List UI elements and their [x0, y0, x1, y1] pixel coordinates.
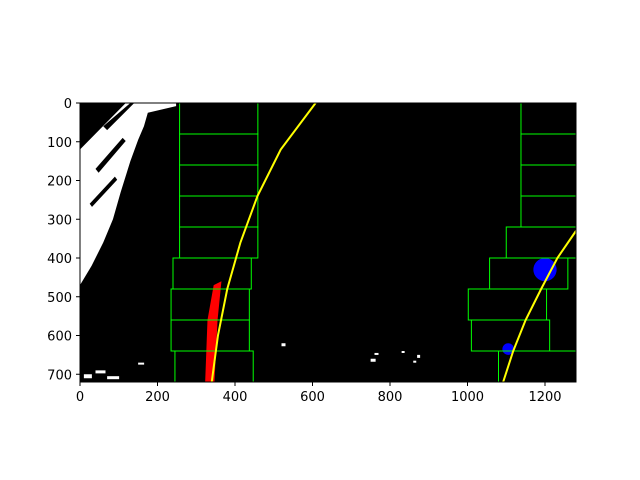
- y-tick-label-1: 100: [47, 136, 72, 151]
- x-tick-label-6: 1200: [528, 390, 561, 405]
- noise-speck-5: [370, 358, 376, 362]
- x-axis: 0 200 400 600 800 1000 1200: [76, 382, 562, 405]
- y-tick-label-2: 200: [47, 175, 72, 190]
- axes-frame: [79, 102, 577, 383]
- left-lane-fit: [210, 102, 317, 383]
- y-tick-label-6: 600: [47, 330, 72, 345]
- plot-area: [79, 102, 577, 383]
- y-tick-label-3: 300: [47, 213, 72, 228]
- y-tick-label-7: 700: [47, 368, 72, 383]
- left-lane-pixels: [205, 281, 222, 382]
- noise-gap-1: [95, 137, 126, 173]
- right-lane-pixels-0: [502, 343, 514, 355]
- y-tick-label-4: 400: [47, 252, 72, 267]
- x-tick-label-1: 200: [145, 390, 170, 405]
- noise-speck-8: [413, 360, 417, 363]
- x-tick-label-5: 1000: [451, 390, 484, 405]
- noise-gap-0: [103, 103, 135, 131]
- noise-speck-4: [281, 343, 286, 347]
- noise-speck-0: [83, 374, 92, 379]
- noise-speck-6: [374, 352, 379, 355]
- x-tick-label-4: 800: [378, 390, 403, 405]
- noise-speck-3: [138, 362, 145, 365]
- y-axis: 0 100 200 300 400 500 600 700: [47, 97, 80, 383]
- image-background: [80, 103, 576, 382]
- noise-speck-9: [401, 351, 405, 353]
- noise-speck-2: [107, 376, 120, 380]
- y-tick-label-0: 0: [64, 97, 72, 112]
- noise-speck-7: [417, 354, 421, 358]
- right-lane-pixels-1: [533, 258, 557, 282]
- noise-gap-2: [89, 176, 118, 207]
- white-noise-region: [80, 103, 177, 286]
- noise-speck-1: [95, 370, 106, 374]
- x-tick-label-3: 600: [300, 390, 325, 405]
- right-lane-fit: [502, 230, 577, 383]
- x-tick-label-0: 0: [76, 390, 84, 405]
- y-tick-label-5: 500: [47, 291, 72, 306]
- x-tick-label-2: 400: [223, 390, 248, 405]
